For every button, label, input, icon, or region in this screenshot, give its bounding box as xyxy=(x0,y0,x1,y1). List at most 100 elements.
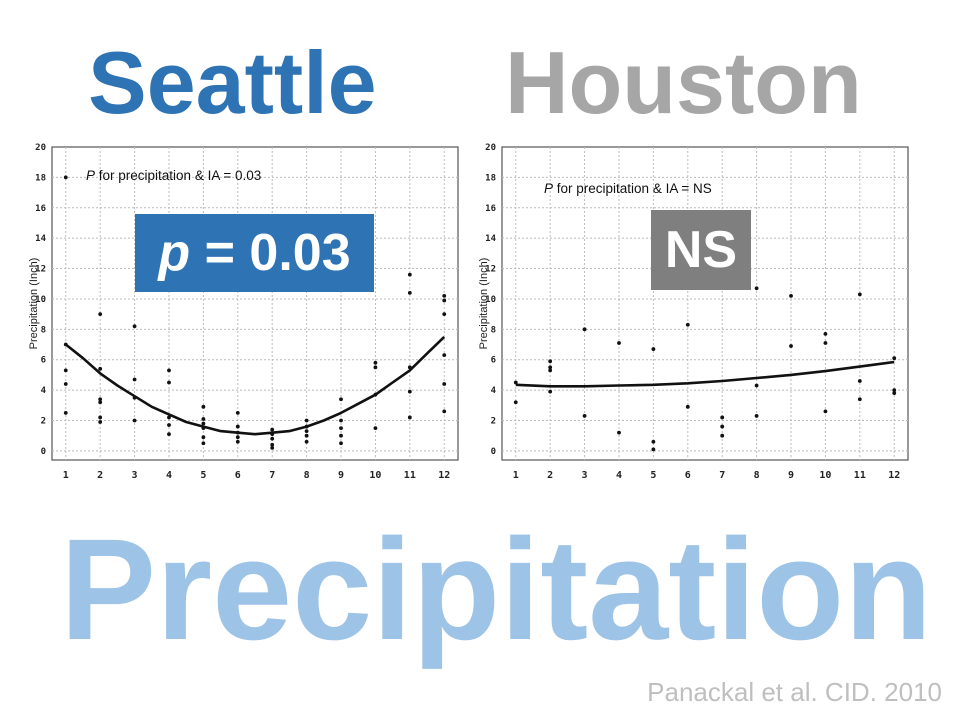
x-tick-label: 9 xyxy=(788,470,794,481)
x-tick-label: 1 xyxy=(63,470,69,481)
data-point xyxy=(857,379,862,383)
x-tick-label: 2 xyxy=(547,470,553,481)
data-point xyxy=(685,404,690,409)
y-tick-label: 14 xyxy=(35,234,46,244)
data-point xyxy=(98,397,103,402)
x-tick-label: 1 xyxy=(513,470,519,481)
x-tick-label: 10 xyxy=(819,470,831,481)
data-point xyxy=(304,433,309,438)
annotation-text: for precipitation & IA = NS xyxy=(553,181,712,196)
data-point xyxy=(339,418,343,423)
y-tick-label: 16 xyxy=(485,204,496,214)
data-point xyxy=(651,347,656,351)
x-tick-label: 3 xyxy=(132,470,138,481)
x-tick-label: 8 xyxy=(304,470,310,481)
data-point xyxy=(201,404,206,409)
x-tick-label: 7 xyxy=(269,470,275,481)
data-point xyxy=(270,432,275,437)
data-point xyxy=(442,353,447,358)
data-point xyxy=(132,395,137,400)
houston-ns-badge: NS xyxy=(651,210,751,290)
data-point xyxy=(407,415,412,420)
data-point xyxy=(167,423,171,427)
seattle-p-value-badge: p = 0.03 xyxy=(135,214,374,292)
seattle-precipitation-chart: 1 2 3 4 5 6 7 8 9 10 11 1202468101214161820Precipit… xyxy=(28,143,459,481)
data-point xyxy=(235,435,240,440)
data-point xyxy=(373,365,378,370)
data-point xyxy=(63,368,68,373)
x-tick-label: 6 xyxy=(685,470,691,481)
data-point xyxy=(857,397,862,402)
data-point xyxy=(235,439,240,444)
data-point xyxy=(304,418,309,423)
data-point xyxy=(235,430,240,435)
y-tick-label: 6 xyxy=(41,356,46,366)
x-tick-label: 12 xyxy=(438,470,450,481)
data-point xyxy=(132,324,137,329)
data-point xyxy=(167,380,171,385)
data-point xyxy=(235,424,240,429)
data-point xyxy=(442,312,447,317)
y-tick-label: 10 xyxy=(35,295,46,305)
plot-frame xyxy=(51,146,459,461)
data-point xyxy=(582,414,587,418)
plot-frame xyxy=(501,146,909,461)
data-point xyxy=(304,424,309,429)
data-point xyxy=(513,380,518,385)
x-tick-label: 5 xyxy=(200,470,206,481)
data-point xyxy=(407,290,412,295)
p-symbol: p xyxy=(158,224,191,282)
y-tick-label: 18 xyxy=(35,173,46,183)
data-point xyxy=(339,426,343,430)
data-point xyxy=(63,410,68,415)
data-point xyxy=(98,400,103,405)
data-point xyxy=(373,392,378,397)
y-tick-label: 4 xyxy=(41,386,47,396)
data-point xyxy=(132,418,137,423)
p-value-annotation: P for precipitation & IA = NS xyxy=(544,181,712,196)
y-tick-label: 20 xyxy=(485,143,496,153)
y-tick-label: 2 xyxy=(491,416,496,426)
data-point xyxy=(823,341,828,345)
x-tick-label: 10 xyxy=(369,470,381,481)
x-tick-label: 12 xyxy=(888,470,900,481)
y-axis-label: Precipitation (Inch) xyxy=(28,258,40,350)
houston-title: Houston xyxy=(505,33,862,132)
x-tick-label: 11 xyxy=(854,470,866,481)
data-point xyxy=(304,429,309,434)
p-symbol: P xyxy=(86,168,95,183)
data-point xyxy=(892,356,897,361)
precipitation-title: Precipitation xyxy=(60,509,933,670)
y-tick-label: 12 xyxy=(485,265,496,275)
data-point xyxy=(304,439,309,444)
x-tick-label: 9 xyxy=(338,470,344,481)
seattle-title: Seattle xyxy=(88,33,377,132)
y-tick-label: 0 xyxy=(491,447,496,457)
data-point xyxy=(685,322,690,327)
x-tick-label: 2 xyxy=(97,470,103,481)
fit-curve xyxy=(515,360,895,388)
data-point xyxy=(98,366,103,371)
data-point xyxy=(407,365,412,370)
x-tick-label: 7 xyxy=(719,470,725,481)
data-point xyxy=(548,389,553,394)
fit-curve xyxy=(64,335,446,436)
y-tick-label: 4 xyxy=(491,386,497,396)
y-tick-label: 6 xyxy=(491,356,496,366)
data-point xyxy=(201,441,206,446)
data-point xyxy=(548,368,553,373)
x-tick-label: 8 xyxy=(754,470,760,481)
data-point xyxy=(442,298,447,303)
data-point xyxy=(98,312,103,317)
data-point xyxy=(339,441,343,446)
data-point xyxy=(789,294,793,298)
data-point xyxy=(63,382,68,386)
data-point xyxy=(167,432,171,437)
data-point xyxy=(339,397,343,402)
data-point xyxy=(167,415,171,420)
data-point xyxy=(373,360,378,365)
data-point xyxy=(892,388,897,393)
data-point xyxy=(98,420,103,424)
x-tick-label: 4 xyxy=(616,470,622,481)
x-tick-label: 6 xyxy=(235,470,241,481)
